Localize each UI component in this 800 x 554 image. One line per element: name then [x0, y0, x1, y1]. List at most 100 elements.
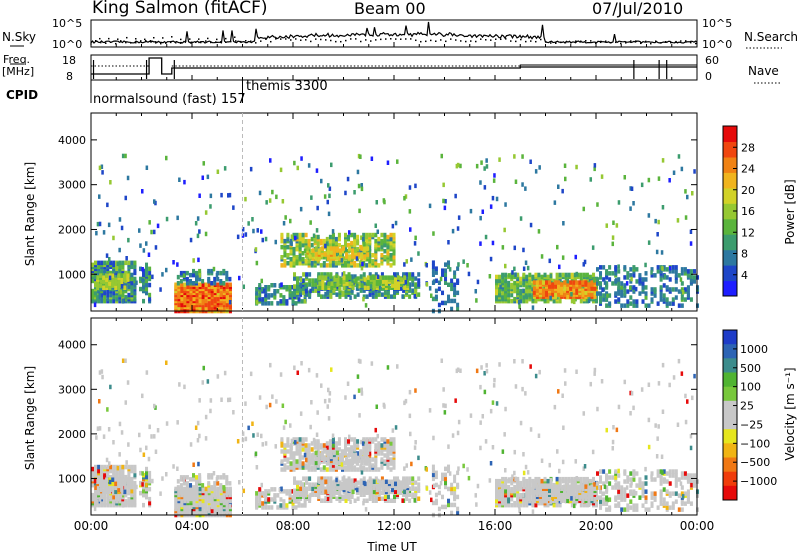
power-cell [614, 299, 618, 304]
power-cell [309, 220, 312, 225]
noise-search-dot [640, 42, 642, 45]
power-cell [133, 296, 137, 302]
power-cell [301, 232, 305, 238]
power-cell [204, 286, 208, 292]
power-cell [264, 301, 268, 306]
velocity-cell [434, 482, 438, 488]
noise-search-dot [430, 39, 432, 42]
velocity-cell [371, 463, 375, 468]
power-cell [106, 292, 110, 298]
power-cell [680, 271, 684, 276]
power-cell [121, 260, 125, 266]
noise-search-dot [125, 41, 127, 44]
velocity-cell [661, 362, 665, 368]
noise-search-dot [435, 40, 437, 42]
power-cell [102, 285, 106, 290]
velocity-cell [197, 461, 200, 467]
velocity-cell [121, 490, 125, 496]
velocity-cell [121, 464, 125, 470]
velocity-cell [326, 476, 330, 481]
velocity-cell [677, 493, 681, 498]
power-cell [563, 286, 567, 291]
velocity-cell [148, 478, 152, 484]
velocity-cell [671, 501, 675, 506]
velocity-cell [280, 467, 284, 472]
power-cell [437, 286, 441, 292]
velocity-cell [525, 502, 529, 508]
velocity-cell [298, 447, 302, 452]
velocity-cell [626, 479, 630, 484]
noise-sky-dot [180, 38, 182, 41]
power-cell [453, 290, 457, 296]
power-cell [405, 272, 409, 277]
power-cell [638, 273, 642, 278]
velocity-cell [495, 401, 499, 406]
velocity-cell [330, 485, 334, 491]
velocity-cell [620, 489, 624, 494]
power-cell [668, 277, 672, 282]
power-cell [356, 234, 360, 240]
power-cell [579, 276, 583, 282]
power-cell [656, 269, 660, 274]
velocity-cell [368, 457, 372, 462]
velocity-cell [189, 477, 193, 482]
velocity-cell [540, 478, 544, 484]
power-cell [647, 213, 651, 218]
power-cell [342, 256, 346, 261]
power-cell [192, 258, 195, 263]
power-cell [411, 282, 415, 287]
power-cell [599, 291, 603, 296]
velocity-cell [342, 483, 346, 489]
power-cell [182, 270, 186, 276]
power-cell [102, 279, 106, 284]
velocity-cell [437, 490, 441, 496]
velocity-cell [441, 476, 445, 482]
power-cell [557, 280, 561, 285]
noise-search-dot [130, 42, 132, 44]
velocity-cell [198, 477, 202, 482]
velocity-cell [535, 484, 539, 489]
velocity-cell [357, 358, 361, 364]
power-cell [569, 280, 573, 285]
velocity-cell [293, 476, 297, 481]
velocity-cell [365, 443, 369, 448]
velocity-cell [103, 472, 107, 478]
noise-sky-label: N.Sky [2, 30, 37, 44]
power-cell [145, 278, 148, 283]
power-cell [576, 272, 580, 278]
power-cell [555, 272, 559, 278]
velocity-cell [365, 498, 369, 503]
velocity-cell [192, 462, 195, 467]
velocity-cell [558, 502, 562, 508]
power-cell [552, 298, 556, 304]
velocity-cell [293, 496, 297, 501]
power-cell [554, 284, 558, 289]
velocity-cell [656, 469, 660, 474]
power-cell [587, 282, 591, 287]
power-cell [549, 295, 552, 301]
velocity-cell [447, 486, 451, 492]
velocity-cell [641, 485, 645, 490]
power-cell [139, 286, 143, 292]
power-cell [333, 275, 337, 280]
velocity-cell [674, 477, 678, 482]
velocity-cell [369, 479, 373, 484]
velocity-cell [498, 478, 502, 484]
power-cell [396, 278, 400, 283]
velocity-cell [204, 510, 208, 516]
power-cell [383, 232, 387, 238]
power-cell [431, 296, 435, 302]
power-cell [657, 176, 661, 181]
velocity-cell [554, 484, 558, 489]
noise-search-dot [220, 41, 222, 43]
power-cell [531, 305, 535, 310]
power-cell [650, 273, 654, 278]
power-cell [548, 284, 552, 289]
velocity-cell [552, 502, 556, 508]
noise-search-dot [630, 40, 632, 42]
velocity-cell [112, 464, 116, 470]
velocity-cell [434, 492, 438, 498]
velocity-cell [222, 485, 226, 490]
velocity-cell [314, 450, 318, 456]
velocity-cell [323, 498, 327, 503]
